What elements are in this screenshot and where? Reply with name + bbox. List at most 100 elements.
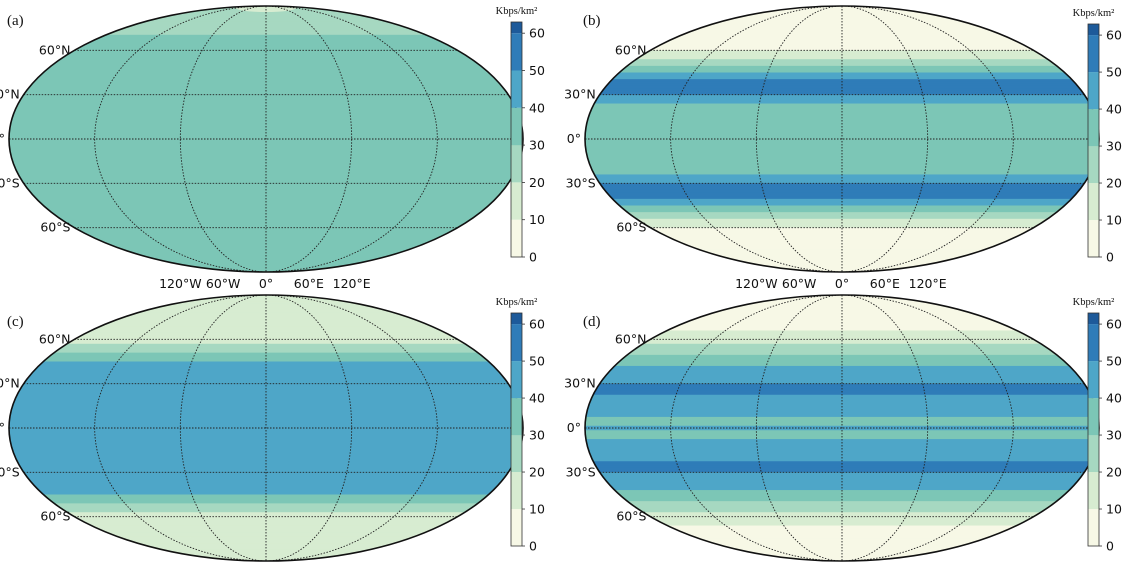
heatmap-cell: [9, 48, 523, 51]
longitude-line: [179, 5, 267, 273]
heatmap-cell: [585, 123, 1099, 127]
colorbar-segment: [511, 435, 522, 473]
colorbar-segment: [511, 472, 522, 510]
heatmap-cell: [9, 61, 523, 65]
lon-tick-label: 120°W: [159, 565, 201, 567]
heatmap-cell: [9, 130, 523, 133]
heatmap-cell: [585, 496, 1099, 500]
lat-tick-label: 60°N: [615, 331, 647, 346]
colorbar-label: Kbps/km²: [1073, 8, 1115, 19]
heatmap-cell: [585, 249, 1099, 253]
heatmap-cell: [585, 403, 1099, 407]
heatmap-cell: [9, 54, 523, 58]
heatmap-cell: [9, 21, 523, 25]
heatmap-cell: [9, 258, 523, 262]
heatmap-cell: [585, 232, 1099, 235]
heatmap-cell: [585, 258, 1099, 262]
colorbar-segment: [1088, 509, 1099, 546]
heatmap-cell: [585, 443, 1099, 447]
heatmap-cell: [585, 554, 1099, 558]
heatmap-cell: [585, 328, 1099, 332]
heatmap-cell: [585, 419, 1099, 422]
colorbar-frame: [1087, 23, 1100, 258]
colorbar-tick-label: 50: [529, 63, 545, 78]
heatmap-cell: [585, 547, 1099, 551]
heatmap-cell: [585, 45, 1099, 49]
lon-tick-label: 120°E: [909, 276, 947, 291]
heatmap-cell: [9, 147, 523, 151]
map-outline: [8, 5, 524, 273]
heatmap-cell: [585, 28, 1099, 31]
colorbar-tick-label: 40: [1106, 391, 1122, 406]
heatmap-cell: [585, 205, 1099, 209]
heatmap-cell: [585, 63, 1099, 67]
heatmap-cell: [9, 428, 523, 431]
colorbar-segment: [1088, 398, 1099, 436]
heatmap-cell: [585, 538, 1099, 542]
heatmap-cell: [9, 512, 523, 516]
heatmap-cell: [585, 350, 1099, 354]
longitude-line: [94, 5, 267, 273]
heatmap-cell: [9, 205, 523, 209]
heatmap-cell: [9, 554, 523, 558]
heatmap-cell: [585, 147, 1099, 151]
heatmap-cell: [9, 39, 523, 43]
heatmap-cell: [585, 326, 1099, 329]
colorbar-tick-label: 0: [529, 250, 537, 265]
heatmap-cell: [9, 207, 523, 211]
heatmap-cell: [9, 234, 523, 238]
lon-tick-label: 60°W: [782, 276, 817, 291]
heatmap-cell: [9, 341, 523, 345]
heatmap-cell: [585, 10, 1099, 14]
heatmap-cell: [9, 421, 523, 425]
lat-tick-label: 30°S: [0, 464, 20, 479]
heatmap-cell: [9, 521, 523, 524]
heatmap-cell: [9, 141, 523, 145]
heatmap-cell: [9, 328, 523, 332]
heatmap-cell: [585, 243, 1099, 246]
heatmap-cell: [9, 189, 523, 193]
heatmap-cell: [9, 430, 523, 434]
lon-tick-label: 120°E: [333, 276, 371, 291]
heatmap-cell: [9, 301, 523, 305]
heatmap-cell: [9, 240, 523, 244]
heatmap-cell: [9, 174, 523, 178]
heatmap-cell: [585, 216, 1099, 220]
heatmap-cell: [9, 105, 523, 109]
heatmap-cell: [9, 99, 523, 102]
colorbar-segment: [1088, 313, 1099, 325]
lon-tick-label: 60°E: [294, 565, 324, 567]
heatmap-cell: [9, 192, 523, 196]
panel-label: (d): [583, 314, 601, 330]
heatmap-cell: [9, 216, 523, 220]
heatmap-cell: [585, 529, 1099, 533]
heatmap-cell: [585, 48, 1099, 51]
panel-label: (c): [7, 314, 24, 330]
heatmap-cell: [9, 547, 523, 551]
heatmap-cell: [9, 114, 523, 118]
heatmap-cell: [9, 52, 523, 56]
heatmap-cell: [585, 139, 1099, 142]
heatmap-cell: [585, 503, 1099, 507]
heatmap-cell: [585, 72, 1099, 76]
heatmap-cell: [585, 299, 1099, 303]
colorbar-tick-label: 60: [1106, 28, 1122, 43]
heatmap-cell: [9, 445, 523, 449]
heatmap-cell: [9, 183, 523, 187]
heatmap-cell: [9, 392, 523, 396]
heatmap-cell: [585, 412, 1099, 416]
heatmap-cell: [585, 401, 1099, 405]
heatmap-cell: [9, 249, 523, 253]
heatmap-cell: [585, 532, 1099, 535]
heatmap-cell: [9, 265, 523, 269]
colorbar: 0 10 20 30 40 50 60 Kbps/km²: [496, 6, 545, 265]
heatmap-cell: [585, 385, 1099, 389]
heatmap-cell: [9, 299, 523, 303]
lon-tick-label: 60°W: [206, 276, 241, 291]
heatmap-cell: [585, 379, 1099, 383]
map-panel-4: 60°N 30°N 0° 30°S 60°S 120°W 60°W 0° 60°E 120°E (d…: [564, 294, 1122, 567]
heatmap-cell: [9, 317, 523, 320]
lat-tick-label: 0°: [0, 420, 5, 435]
heatmap-cell: [585, 256, 1099, 260]
colorbar-segment: [511, 182, 522, 220]
